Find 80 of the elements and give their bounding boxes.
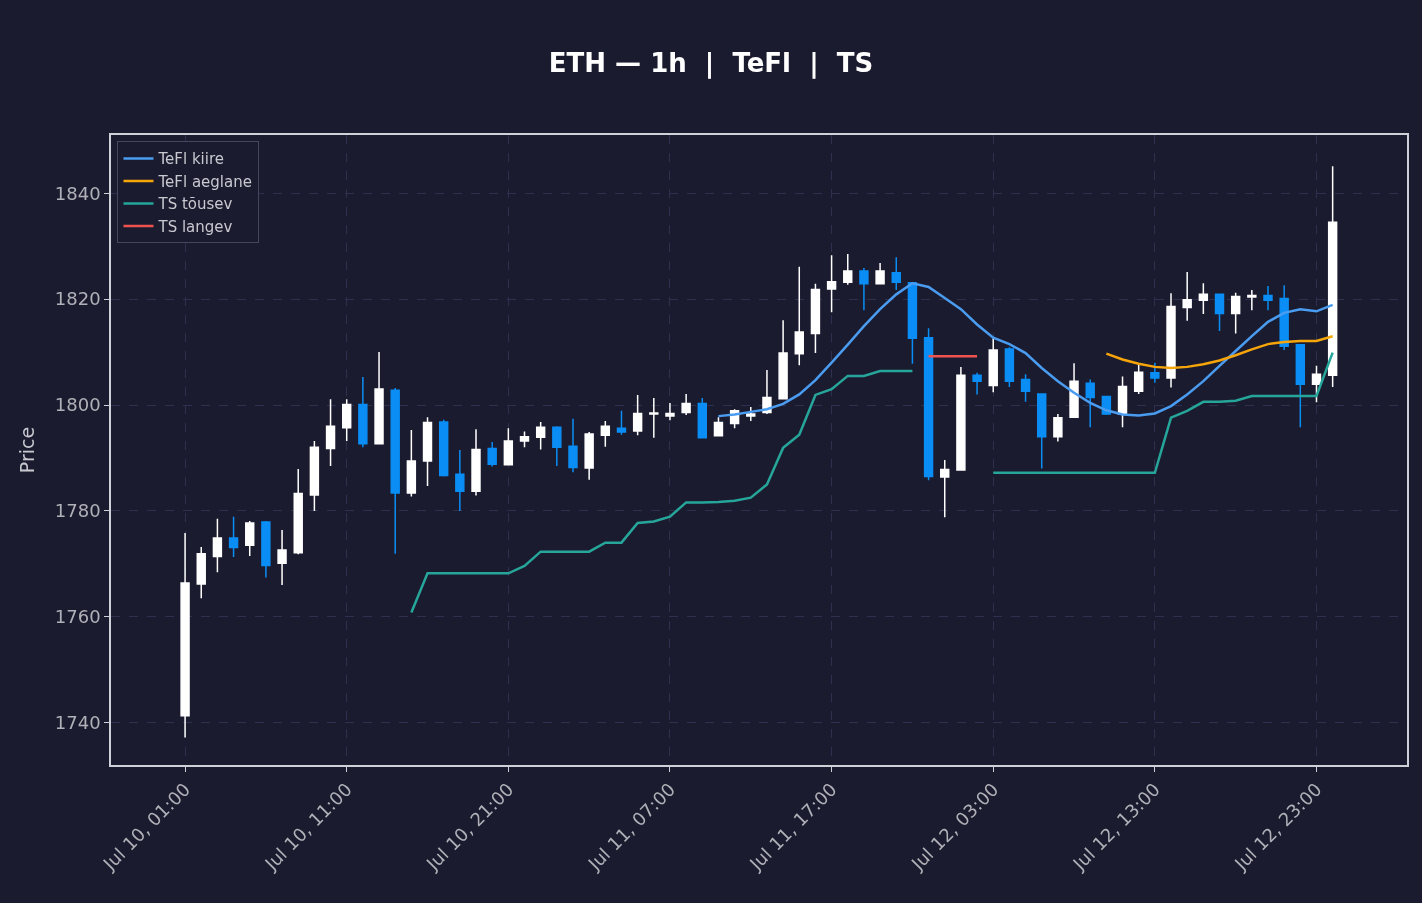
candlestick — [972, 371, 982, 396]
candlestick — [746, 406, 756, 422]
candlestick — [1166, 292, 1176, 389]
candlestick — [228, 515, 239, 558]
candlestick — [1150, 361, 1160, 384]
candlestick — [600, 420, 611, 448]
candlestick — [293, 468, 303, 556]
candlestick — [1004, 346, 1015, 388]
candlestick — [261, 520, 271, 579]
candlestick — [1263, 285, 1273, 311]
candlestick — [1020, 373, 1031, 403]
candlestick — [1037, 393, 1047, 470]
candlestick — [1279, 284, 1289, 351]
y-tick-label: 1780 — [54, 500, 101, 522]
candlestick — [342, 398, 352, 442]
candlestick — [180, 532, 190, 739]
line-series — [1105, 334, 1334, 370]
candlestick — [697, 397, 707, 439]
candlestick — [1295, 343, 1306, 428]
candlestick — [325, 398, 336, 467]
candlestick — [859, 267, 869, 311]
y-tick-label: 1840 — [54, 182, 101, 204]
candlestick — [487, 441, 497, 468]
candlestick — [503, 427, 514, 467]
candlestick — [988, 337, 998, 394]
candlestick — [374, 351, 384, 445]
candlestick — [778, 319, 788, 400]
y-tick-label: 1760 — [54, 606, 101, 628]
candlestick — [1133, 363, 1144, 395]
candlestick — [665, 402, 675, 422]
candlestick — [616, 410, 627, 436]
legend-label: TS langev — [157, 217, 233, 236]
candlestick — [891, 256, 901, 291]
y-tick-label: 1800 — [54, 394, 101, 416]
legend-label: TS tõusev — [157, 195, 233, 214]
candlestick — [245, 520, 255, 557]
candlestick — [535, 421, 546, 451]
y-axis-title: Price — [16, 426, 39, 474]
candlestick — [438, 419, 449, 478]
candlestick — [1053, 413, 1063, 443]
candlestick — [1230, 292, 1241, 335]
candlestick — [1214, 293, 1225, 332]
candlestick — [632, 394, 643, 436]
candlestick — [1069, 362, 1079, 418]
candlestick — [309, 440, 320, 512]
candlestick — [810, 283, 821, 354]
candlestick — [358, 376, 368, 449]
y-tick-label: 1740 — [54, 711, 101, 733]
candlestick — [519, 430, 530, 449]
candlestick — [212, 518, 223, 574]
candlestick — [923, 327, 934, 481]
candlestick — [826, 254, 837, 314]
candlestick — [1182, 271, 1192, 322]
candlestick — [584, 431, 594, 481]
candlestick — [390, 387, 400, 555]
candlestick — [277, 529, 287, 586]
candlestick — [649, 397, 659, 439]
candlestick — [681, 393, 691, 416]
candlestick — [455, 449, 465, 512]
candlestick — [1198, 282, 1209, 315]
candlestick — [843, 253, 853, 286]
legend-label: TeFl kiire — [157, 150, 224, 169]
candlestick — [956, 366, 966, 471]
chart-title: ETH — 1h | TeFl | TS — [548, 48, 874, 80]
candlestick — [568, 418, 578, 473]
candlestick — [1327, 165, 1338, 388]
legend-label: TeFl aeglane — [157, 172, 252, 191]
candlestick — [907, 281, 918, 365]
candlestick — [406, 429, 417, 498]
candlestick — [940, 459, 950, 518]
line-series — [717, 281, 1334, 418]
candlestick — [875, 262, 885, 285]
candlestick — [422, 416, 433, 487]
candlestick — [1247, 289, 1257, 311]
candlestick — [1085, 378, 1095, 428]
candlestick — [471, 428, 481, 497]
candlestick — [794, 266, 804, 367]
candlestick — [196, 546, 206, 599]
y-tick-label: 1820 — [54, 288, 101, 310]
candlestick — [552, 425, 562, 467]
